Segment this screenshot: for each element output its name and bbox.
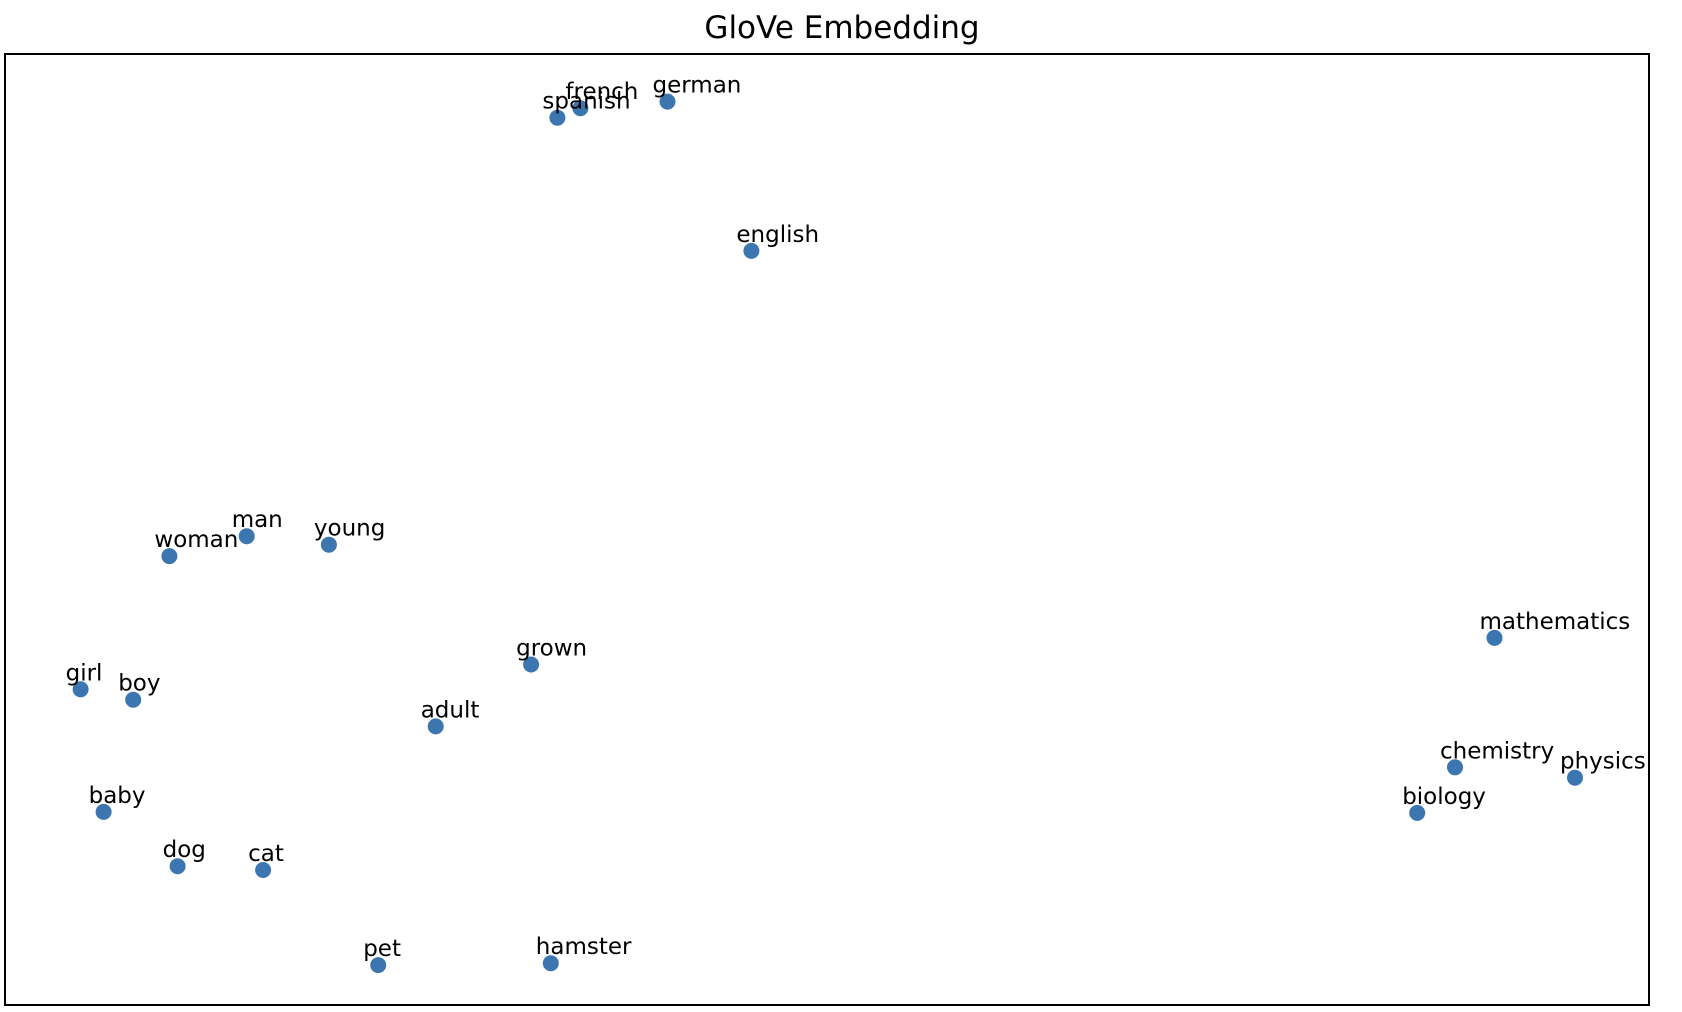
scatter-point-hamster xyxy=(542,955,559,972)
point-label-mathematics: mathematics xyxy=(1480,609,1631,635)
point-label-adult: adult xyxy=(421,697,480,723)
point-label-baby: baby xyxy=(89,783,146,809)
scatter-point-boy xyxy=(125,691,142,708)
plot-area-frame xyxy=(4,53,1650,1006)
point-label-hamster: hamster xyxy=(536,934,632,960)
points-layer xyxy=(72,93,1583,974)
point-label-woman: woman xyxy=(154,527,238,553)
point-label-french: french xyxy=(565,79,638,105)
point-label-spanish: spanish xyxy=(542,89,630,115)
point-label-pet: pet xyxy=(363,936,401,962)
scatter-point-adult xyxy=(427,718,444,735)
point-label-boy: boy xyxy=(118,671,160,697)
point-label-chemistry: chemistry xyxy=(1440,738,1554,764)
scatter-point-biology xyxy=(1409,804,1426,821)
point-label-man: man xyxy=(232,507,283,533)
scatter-point-physics xyxy=(1567,769,1583,786)
scatter-point-pet xyxy=(370,957,387,974)
point-label-biology: biology xyxy=(1402,784,1486,810)
scatter-point-man xyxy=(238,528,255,545)
point-label-cat: cat xyxy=(248,841,284,867)
scatter-point-french xyxy=(572,100,589,117)
point-label-young: young xyxy=(314,516,385,542)
scatter-point-german xyxy=(659,93,676,110)
point-label-girl: girl xyxy=(66,660,103,686)
point-label-dog: dog xyxy=(163,837,206,863)
scatter-point-mathematics xyxy=(1486,629,1503,646)
scatter-point-woman xyxy=(161,548,178,565)
point-label-grown: grown xyxy=(516,636,587,662)
scatter-point-english xyxy=(743,242,760,259)
chart-title: GloVe Embedding xyxy=(704,10,979,46)
scatter-point-cat xyxy=(255,862,272,878)
scatter-point-chemistry xyxy=(1447,759,1463,776)
scatter-point-girl xyxy=(72,681,89,698)
point-label-physics: physics xyxy=(1560,749,1646,775)
scatter-point-spanish xyxy=(549,109,566,126)
scatter-point-grown xyxy=(523,656,540,673)
scatter-point-young xyxy=(320,536,337,553)
scatter-point-baby xyxy=(95,803,112,820)
point-label-english: english xyxy=(736,222,819,248)
point-label-german: german xyxy=(653,73,742,99)
scatter-point-dog xyxy=(169,858,186,875)
